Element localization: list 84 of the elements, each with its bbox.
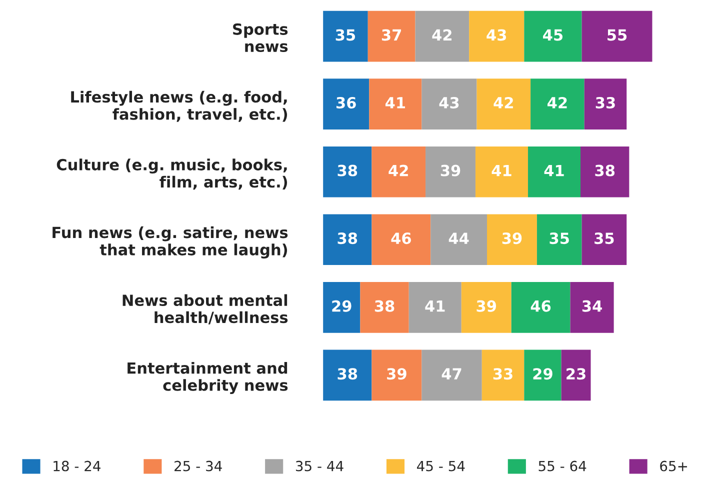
y-tick-label: Lifestyle news (e.g. food, fashion, travel, etc.) <box>71 90 288 122</box>
bar <box>487 214 537 266</box>
bar <box>323 146 372 198</box>
data-label: 42 <box>432 29 452 41</box>
y-tick-label: News about mental health/wellness <box>122 294 288 324</box>
data-label: 42 <box>388 164 408 176</box>
bar <box>323 350 372 401</box>
legend-label: 35 - 44 <box>296 460 344 472</box>
legend-label: 25 - 34 <box>174 460 222 472</box>
y-tick-label: Fun news (e.g. satire, news that makes me laugh) <box>52 226 288 259</box>
bar <box>475 146 528 198</box>
bar <box>476 78 531 130</box>
bar <box>580 146 630 198</box>
data-label: 39 <box>440 164 460 176</box>
data-label: 45 <box>543 29 563 41</box>
bar <box>582 10 652 62</box>
data-label: 41 <box>425 300 445 312</box>
bar <box>368 10 416 62</box>
bar <box>323 282 360 333</box>
data-label: 43 <box>439 96 459 109</box>
bar <box>524 10 582 62</box>
bar <box>482 350 524 401</box>
data-label: 35 <box>594 232 614 244</box>
data-label: 39 <box>387 368 406 380</box>
bar <box>426 146 476 198</box>
data-label: 39 <box>476 300 496 312</box>
bar <box>536 214 582 266</box>
data-label: 29 <box>533 368 552 380</box>
bar <box>372 350 422 401</box>
data-label: 42 <box>548 96 567 108</box>
data-label: 38 <box>374 300 394 312</box>
bar <box>530 78 584 130</box>
bar <box>422 350 482 401</box>
data-label: 41 <box>492 164 512 176</box>
bar <box>584 78 627 130</box>
data-label: 38 <box>338 368 358 380</box>
data-label: 34 <box>582 300 602 312</box>
legend-label: 55 - 64 <box>538 460 586 472</box>
data-label: 33 <box>596 96 615 109</box>
y-tick-label: Sports news <box>233 23 288 52</box>
data-label: 44 <box>448 232 469 244</box>
bar <box>570 282 614 333</box>
data-label: 29 <box>332 300 352 312</box>
data-label: 23 <box>566 368 586 380</box>
data-label: 55 <box>608 29 627 41</box>
data-label: 41 <box>544 164 564 176</box>
bar <box>582 214 627 266</box>
data-label: 35 <box>336 29 356 41</box>
bar <box>461 282 512 333</box>
data-label: 38 <box>338 232 358 244</box>
bar <box>469 10 524 62</box>
data-label: 36 <box>336 96 356 109</box>
bar <box>408 282 462 333</box>
data-label: 42 <box>494 96 513 108</box>
data-label: 38 <box>595 164 615 176</box>
data-label: 43 <box>486 29 506 41</box>
bar <box>528 146 581 198</box>
bar <box>323 10 368 62</box>
data-label: 33 <box>493 368 512 380</box>
bar <box>360 282 409 333</box>
bar <box>372 214 431 266</box>
bar <box>422 78 477 130</box>
data-label: 35 <box>550 232 569 244</box>
data-label: 46 <box>391 232 411 244</box>
data-label: 39 <box>502 232 522 244</box>
data-label: 46 <box>530 300 551 312</box>
y-tick-label: Entertainment and celebrity news <box>128 362 288 394</box>
bar <box>561 350 591 401</box>
bar <box>323 214 372 266</box>
bar <box>430 214 487 266</box>
bar <box>511 282 570 333</box>
bar <box>323 78 370 130</box>
bar <box>372 146 426 198</box>
data-label: 41 <box>385 97 405 108</box>
legend-label: 45 - 54 <box>417 460 465 472</box>
y-tick-label: Culture (e.g. music, books, film, arts, etc.) <box>56 158 288 190</box>
legend-label: 18 - 24 <box>54 460 101 472</box>
bar <box>524 350 562 401</box>
data-label: 38 <box>338 164 358 176</box>
data-label: 37 <box>382 29 401 41</box>
data-label: 47 <box>442 368 462 380</box>
legend-label: 65+ <box>660 460 687 472</box>
bar <box>415 10 470 62</box>
bar <box>369 78 422 130</box>
